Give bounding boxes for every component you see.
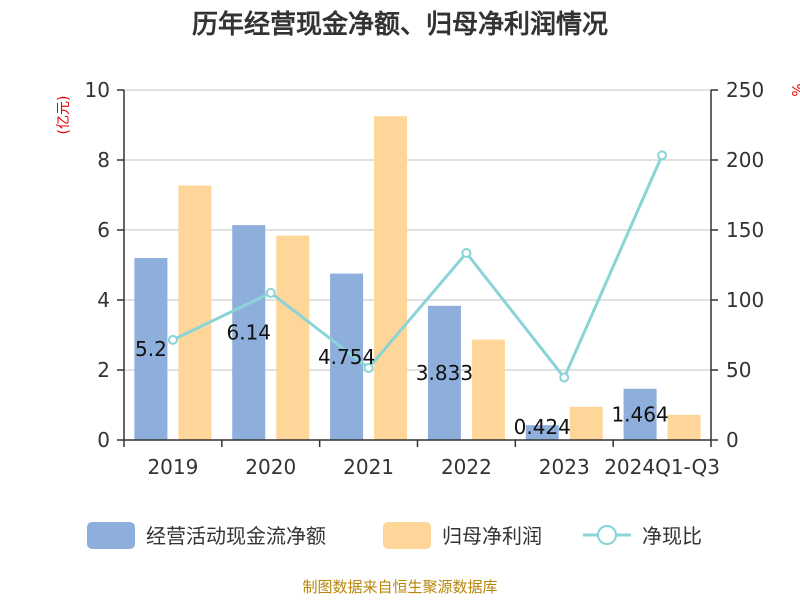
cashflow-bar (623, 388, 657, 440)
cashflow-data-label: 5.2 (135, 337, 167, 361)
ratio-point (461, 247, 472, 258)
cashflow-bar (427, 305, 461, 440)
legend-label-ratio: 净现比 (642, 524, 702, 548)
right-tick-label: 100 (726, 288, 764, 312)
right-axis-unit: % (788, 83, 800, 96)
left-tick-label: 4 (97, 288, 110, 312)
legend-label-cashflow: 经营活动现金流净额 (146, 524, 326, 548)
ratio-point (167, 334, 178, 345)
ratio-line-path (172, 154, 664, 381)
bars (134, 116, 701, 440)
netprofit-bar (374, 116, 408, 440)
right-tick-label: 50 (726, 358, 751, 382)
ratio-point (363, 363, 374, 374)
source-note: 制图数据来自恒生聚源数据库 (302, 578, 497, 596)
netprofit-bar (667, 414, 701, 440)
ratio-point (265, 287, 276, 298)
chart-title: 历年经营现金净额、归母净利润情况 (192, 9, 608, 40)
x-tick-label: 2023 (539, 455, 590, 479)
cashflow-bar (525, 425, 559, 440)
right-tick-label: 250 (726, 78, 764, 102)
grid-lines (124, 89, 711, 371)
legend: 经营活动现金流净额 归母净利润 净现比 (87, 522, 702, 549)
cashflow-data-label: 4.754 (318, 345, 375, 369)
data-labels: 5.2 6.14 4.754 3.833 0.424 1.464 (135, 321, 669, 439)
x-tick-label: 2021 (343, 455, 394, 479)
cashflow-bar (232, 225, 266, 440)
ratio-point (559, 372, 570, 383)
right-tick-label: 0 (726, 428, 739, 452)
left-axis-unit: (亿元) (56, 96, 72, 135)
ratio-line (167, 150, 668, 383)
ratio-point (657, 150, 668, 161)
x-tick-label: 2020 (245, 455, 296, 479)
right-tick-label: 200 (726, 148, 764, 172)
left-tick-label: 0 (97, 428, 110, 452)
left-tick-label: 10 (85, 78, 110, 102)
netprofit-bar (178, 185, 212, 440)
cashflow-data-label: 1.464 (611, 402, 668, 426)
cashflow-bar (330, 273, 364, 440)
x-tick-label: 2024Q1-Q3 (604, 455, 720, 479)
x-tick-label: 2019 (147, 455, 198, 479)
cashflow-data-label: 6.14 (226, 321, 271, 345)
left-tick-label: 6 (97, 218, 110, 242)
cashflow-data-label: 0.424 (514, 415, 571, 439)
legend-label-netprofit: 归母净利润 (442, 524, 542, 548)
cashflow-data-label: 3.833 (416, 361, 473, 385)
x-tick-label: 2022 (441, 455, 492, 479)
legend-marker-ratio (597, 525, 617, 545)
netprofit-bar (569, 406, 603, 440)
left-tick-label: 2 (97, 358, 110, 382)
right-tick-label: 150 (726, 218, 764, 242)
legend-swatch-cashflow (87, 522, 135, 549)
netprofit-bar (276, 235, 310, 440)
left-tick-label: 8 (97, 148, 110, 172)
legend-swatch-netprofit (383, 522, 431, 549)
cashflow-bar (134, 258, 168, 440)
netprofit-bar (471, 339, 505, 440)
